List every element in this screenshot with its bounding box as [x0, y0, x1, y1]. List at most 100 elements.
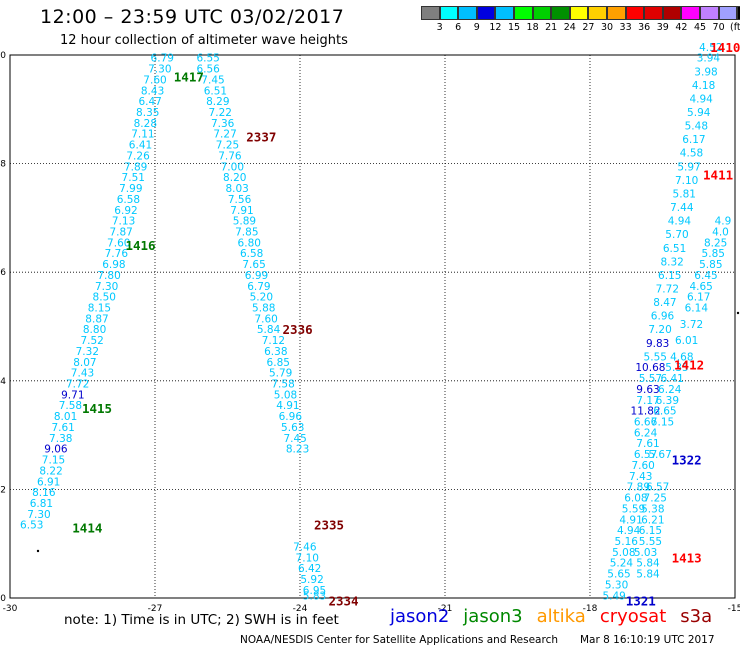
wave-height-label: 8.07 — [73, 357, 96, 369]
wave-height-label: 8.22 — [39, 465, 62, 477]
wave-height-label: 6.39 — [656, 395, 679, 407]
wave-height-label: 5.24 — [610, 558, 634, 570]
wave-height-label: 6.57 — [634, 449, 657, 461]
wave-height-label: 8.25 — [704, 237, 727, 249]
wave-height-label: 5.55 — [644, 351, 667, 363]
wave-height-label: 8.32 — [660, 256, 683, 268]
legend-swatch — [458, 6, 477, 20]
wave-height-label: 6.85 — [267, 357, 290, 369]
pass-number-label: 1410 — [710, 40, 740, 55]
legend-swatch — [718, 6, 738, 20]
wave-height-label: 5.94 — [687, 107, 711, 119]
wave-height-label: 4.68 — [670, 351, 693, 363]
wave-height-label: 6.58 — [117, 194, 140, 206]
wave-height-label: 7.91 — [230, 205, 253, 217]
pass-number-label: 1416 — [125, 238, 155, 253]
wave-height-label: 7.58 — [271, 379, 294, 391]
wave-height-label: 7.61 — [51, 422, 74, 434]
wave-height-label: 7.76 — [218, 150, 242, 162]
legend-label: 24 — [563, 22, 576, 33]
wave-height-label: 5.79 — [269, 368, 292, 380]
wave-height-label: 6.24 — [634, 427, 658, 439]
wave-height-label: 6.80 — [238, 237, 261, 249]
wave-height-label: 5.84 — [257, 324, 281, 336]
wave-height-label: 7.60 — [107, 237, 130, 249]
legend-label: 30 — [600, 22, 614, 33]
pass-number-label: 1411 — [703, 167, 733, 182]
wave-height-label: 7.56 — [228, 194, 252, 206]
wave-height-label: 7.51 — [122, 172, 145, 184]
chart-subtitle: 12 hour collection of altimeter wave hei… — [60, 33, 348, 48]
wave-height-label: 6.15 — [658, 270, 681, 282]
wave-height-label: 4.18 — [692, 80, 715, 92]
legend-label: 45 — [693, 22, 707, 33]
pass-number-label: 2336 — [283, 322, 313, 337]
legend-label: 3 — [436, 22, 443, 33]
wave-height-label: 8.80 — [83, 324, 106, 336]
wave-height-label: 6.51 — [204, 85, 227, 97]
wave-height-label: 7.26 — [126, 150, 150, 162]
wave-height-label: 9.63 — [636, 384, 659, 396]
legend-label: 27 — [582, 22, 595, 33]
wave-height-label: 7.61 — [636, 438, 659, 450]
wave-height-label: 5.85 — [702, 248, 725, 260]
wave-height-label: 5.63 — [281, 422, 304, 434]
wave-height-label: 5.97 — [677, 161, 700, 173]
wave-height-label: 7.60 — [143, 74, 166, 86]
legend-swatch — [588, 6, 607, 20]
y-tick-label: 4 — [0, 377, 6, 387]
wave-height-label: 8.03 — [225, 183, 248, 195]
wave-height-label: 6.79 — [151, 53, 174, 65]
wave-height-label: 5.67 — [648, 449, 671, 461]
x-tick-label: -15 — [728, 604, 740, 614]
color-scale-legend — [421, 6, 740, 20]
wave-height-label: 9.71 — [61, 389, 84, 401]
legend-label: 18 — [526, 22, 539, 33]
legend-swatch — [513, 6, 533, 20]
legend-swatch — [662, 6, 682, 20]
wave-height-label: 4.94 — [617, 525, 641, 537]
wave-height-label: 5.84 — [636, 558, 660, 570]
wave-height-label: 7.20 — [648, 324, 671, 336]
legend-label: 6 — [455, 22, 462, 33]
wave-height-label: 7.46 — [293, 541, 317, 553]
legend-label: 36 — [638, 22, 651, 33]
wave-height-label: 6.66 — [634, 417, 658, 429]
legend-swatch — [625, 6, 645, 20]
wave-height-label: 8.23 — [286, 444, 309, 456]
x-tick-label: -21 — [438, 604, 453, 614]
wave-height-label: 7.58 — [59, 400, 82, 412]
satellite-legend-jason3: jason3 — [463, 606, 523, 627]
wave-height-label: 7.10 — [296, 552, 319, 564]
wave-height-label: 5.08 — [274, 389, 297, 401]
wave-height-label: 7.25 — [644, 493, 667, 505]
y-tick-label: 8 — [0, 160, 6, 170]
legend-swatch — [569, 6, 589, 20]
generated-timestamp: Mar 8 16:10:19 UTC 2017 — [580, 634, 715, 646]
wave-height-label: 7.12 — [262, 335, 285, 347]
wave-height-label: 6.96 — [279, 411, 303, 423]
wave-height-label: 7.15 — [42, 455, 65, 467]
wave-height-label: 5.03 — [634, 547, 657, 559]
wave-height-label: 5.49 — [602, 590, 625, 602]
y-tick-label: 0 — [0, 594, 6, 604]
wave-height-label: 6.79 — [247, 281, 270, 293]
wave-height-label: 3.94 — [697, 53, 721, 65]
wave-height-label: 5.48 — [685, 121, 708, 133]
x-tick-label: -30 — [3, 604, 18, 614]
wave-height-label: 7.27 — [213, 129, 236, 141]
wave-height-label: 4.94 — [689, 93, 713, 105]
wave-height-label: 7.72 — [656, 283, 679, 295]
legend-swatch — [476, 6, 496, 20]
wave-height-label: 8.28 — [134, 118, 157, 130]
wave-height-label: 5.70 — [665, 229, 688, 241]
wave-height-label: 8.29 — [206, 96, 229, 108]
pass-number-label: 1414 — [72, 520, 102, 535]
pass-number-label: 1322 — [672, 453, 702, 468]
satellite-legend-cryosat: cryosat — [599, 606, 667, 627]
wave-height-label: 6.96 — [651, 311, 675, 323]
wave-height-label: 6.91 — [37, 476, 60, 488]
wave-height-label: 9.83 — [646, 338, 669, 350]
wave-height-label: 8.50 — [93, 292, 116, 304]
wave-height-label: 7.10 — [675, 175, 698, 187]
